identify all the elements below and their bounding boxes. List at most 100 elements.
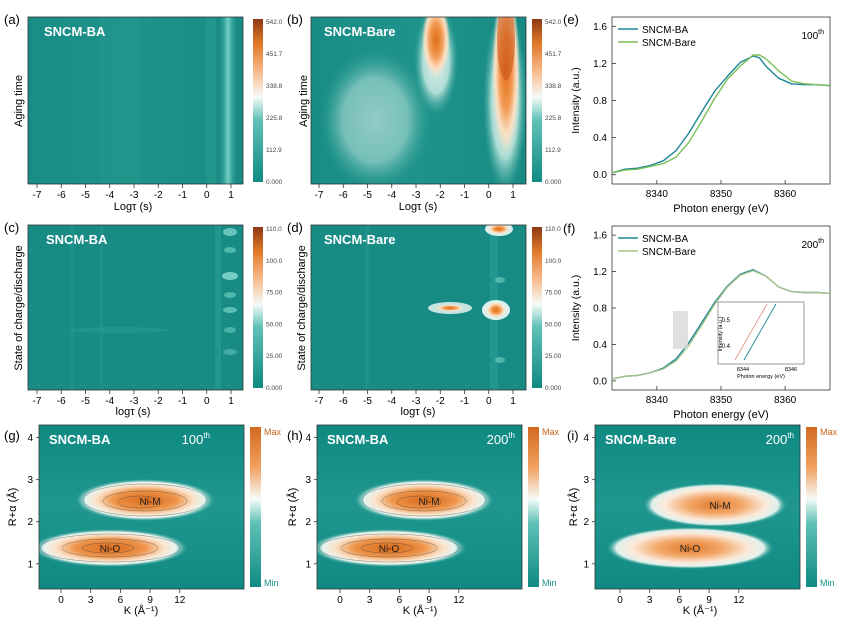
y-tick-label: 1	[305, 559, 311, 570]
y-axis-label: Intensity (a.u.)	[570, 275, 582, 342]
hotspot	[422, 17, 450, 78]
y-axis-label: R+α (Å)	[286, 488, 299, 526]
colorbar-tick-label: 50.00	[266, 321, 283, 328]
heatmap-stripe	[218, 17, 238, 184]
inset-xtick: 8344	[737, 367, 749, 373]
x-tick-label: -4	[105, 190, 114, 201]
colorbar-tick-label: 225.8	[545, 115, 562, 122]
x-tick-label: 9	[706, 595, 712, 606]
y-axis-label: State of charge/discharge	[13, 245, 25, 370]
x-axis-label: Logτ (s)	[399, 201, 438, 213]
x-tick-label: 0	[204, 190, 210, 201]
x-tick-label: -6	[339, 190, 348, 201]
colorbar-tick-label: 0.000	[266, 179, 283, 186]
x-axis-label: logτ (s)	[116, 406, 151, 418]
x-tick-label: 9	[147, 595, 153, 606]
x-tick-label: -2	[436, 190, 445, 201]
cycle-label: 200th	[487, 431, 515, 447]
y-axis-ticks: 1 2 3 4	[305, 433, 317, 570]
x-tick-label: -2	[154, 190, 163, 201]
inset-ytick: 0.4	[722, 344, 731, 350]
colorbar-ticks: 110.0 100.0 75.00 50.00 25.00 0.000	[545, 226, 562, 392]
x-axis-label: K (Å⁻¹)	[124, 604, 159, 617]
hotspot	[488, 225, 510, 234]
x-tick-label: -6	[339, 396, 348, 407]
panel-sample-label: SNCM-BA	[49, 432, 111, 447]
colorbar	[253, 227, 263, 388]
legend-label: SNCM-BA	[642, 25, 688, 36]
colorbar-tick-label: 50.00	[545, 321, 562, 328]
x-tick-label: -2	[154, 396, 163, 407]
x-tick-label: 8360	[774, 189, 797, 200]
colorbar-ticks: 110.0 100.0 75.00 50.00 25.00 0.000	[266, 226, 283, 392]
y-tick-label: 1	[27, 559, 33, 570]
plot-frame	[611, 16, 831, 185]
panel-letter: (c)	[4, 220, 19, 235]
band-ni-m	[643, 483, 787, 527]
colorbar-ticks: 542.0 451.7 338.8 225.8 112.9 0.000	[545, 19, 562, 186]
y-tick-label: 0.8	[593, 304, 607, 315]
inset-y-label: Intensity (a.u.)	[718, 316, 724, 351]
inset-ytick: 0.5	[722, 318, 731, 324]
colorbar	[532, 227, 542, 388]
x-axis-ticks: 0 3 6 9 12	[617, 589, 745, 606]
x-axis-ticks: -7 -6 -5 -4 -3 -2 -1 0 1	[33, 390, 234, 407]
x-tick-label: -4	[387, 396, 396, 407]
x-tick-label: 6	[118, 595, 124, 606]
x-tick-label: 12	[174, 595, 186, 606]
x-tick-label: -7	[33, 190, 42, 201]
x-tick-label: 9	[426, 595, 432, 606]
inset-line-ba	[743, 303, 777, 361]
x-tick-label: -5	[81, 190, 90, 201]
band-ni-m	[354, 479, 494, 521]
band-label-ni-m: Ni-M	[418, 497, 439, 508]
colorbar-max: Max	[542, 427, 560, 437]
contour-map	[39, 425, 244, 589]
colorbar-ticks: 542.0 451.7 338.8 225.8 112.9 0.000	[266, 19, 283, 186]
legend-label: SNCM-Bare	[642, 247, 696, 258]
y-axis-label: Aging time	[13, 75, 25, 127]
series-line-sncm-bare	[611, 269, 831, 380]
x-tick-label: -4	[105, 396, 114, 407]
y-axis-label: Aging time	[298, 75, 310, 127]
x-tick-label: 0	[486, 190, 492, 201]
band-ni-m	[75, 479, 215, 521]
x-tick-label: 8340	[646, 189, 669, 200]
y-axis-label: Intensity (a.u.)	[570, 67, 582, 134]
panel-letter: (e)	[563, 12, 579, 27]
x-tick-label: -3	[130, 190, 139, 201]
colorbar-tick-label: 75.00	[266, 290, 283, 297]
colorbar	[806, 427, 817, 587]
y-tick-label: 1	[583, 559, 589, 570]
x-tick-label: -5	[363, 396, 372, 407]
panel-i: (i) SNCM-Bare 200th Ni-M Ni-O R+α (Å) 12…	[567, 424, 838, 617]
colorbar-tick-label: 338.8	[266, 83, 283, 90]
hotspot	[436, 304, 464, 312]
panel-h: (h) SNCM-BA 200th Ni-M Ni-O R+α (Å) 1234…	[286, 424, 560, 617]
x-tick-label: 8360	[774, 395, 797, 406]
panel-sample-label: SNCM-BA	[44, 24, 106, 39]
heatmap	[28, 17, 243, 184]
y-tick-label: 2	[583, 517, 589, 528]
x-tick-label: 1	[510, 396, 516, 407]
colorbar-tick-label: 451.7	[266, 51, 283, 58]
x-tick-label: 0	[58, 595, 64, 606]
y-tick-label: 0.4	[593, 133, 607, 144]
x-axis-ticks: -7 -6 -5 -4 -3 -2 -1 0 1	[33, 184, 234, 201]
colorbar-min: Min	[264, 578, 279, 588]
y-tick-label: 3	[27, 475, 33, 486]
colorbar-tick-label: 338.8	[545, 83, 562, 90]
y-axis-ticks: 1 2 3 4	[583, 433, 595, 570]
panel-sample-label: SNCM-BA	[327, 432, 389, 447]
y-axis-label: R+α (Å)	[567, 488, 580, 526]
colorbar-tick-label: 542.0	[545, 19, 562, 26]
y-axis-label: State of charge/discharge	[296, 245, 308, 370]
x-tick-label: 3	[647, 595, 653, 606]
x-axis-label: K (Å⁻¹)	[683, 604, 718, 617]
x-tick-label: 0	[617, 595, 623, 606]
colorbar-min: Min	[820, 578, 835, 588]
colorbar-tick-label: 112.9	[266, 147, 282, 154]
y-tick-label: 2	[305, 517, 311, 528]
y-tick-label: 3	[583, 475, 589, 486]
